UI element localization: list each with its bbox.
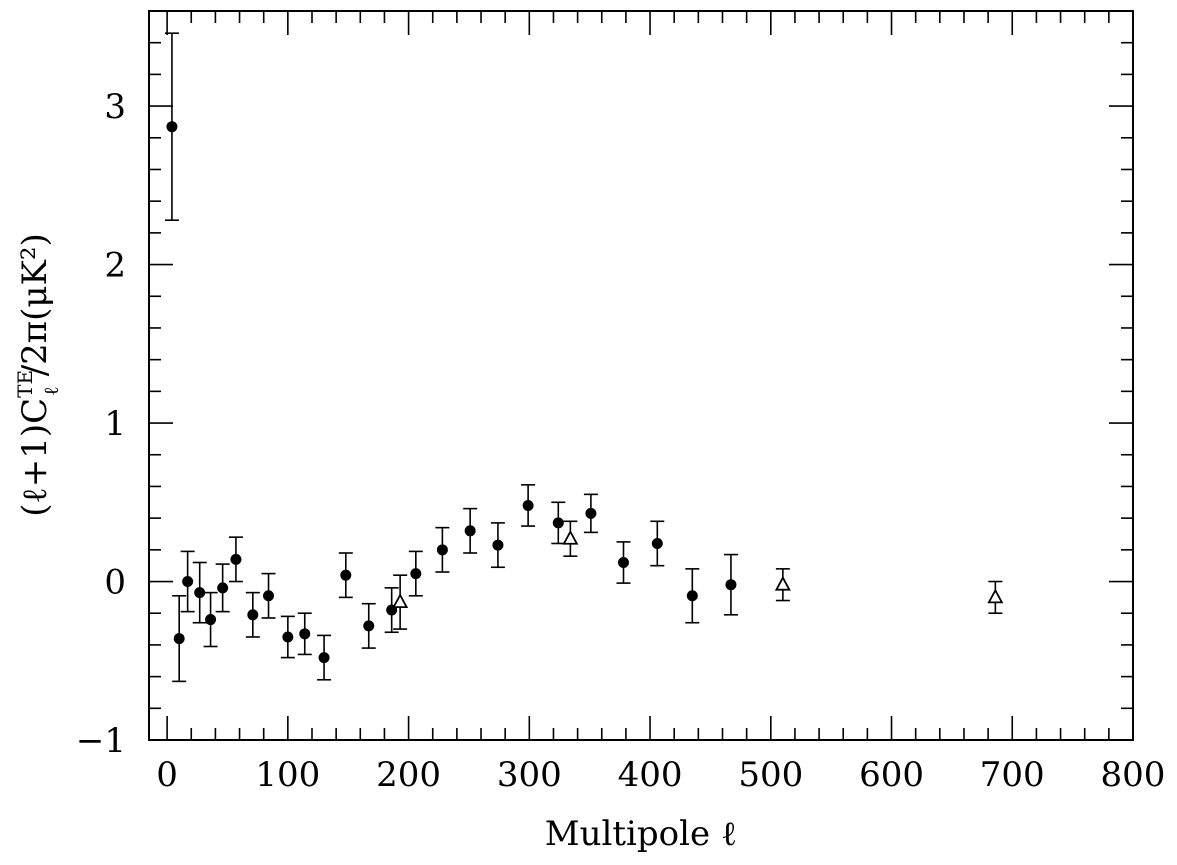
data-point [552, 517, 564, 529]
data-point [230, 553, 242, 565]
data-point [436, 544, 448, 556]
data-point [363, 620, 375, 632]
data-point [166, 121, 178, 133]
y-tick-label: 1 [104, 404, 126, 444]
x-tick-label: 800 [1101, 755, 1166, 795]
x-tick-label: 500 [738, 755, 803, 795]
y-axis-title: (ℓ+1)CTE ℓ/2π(μK²) [13, 233, 63, 517]
data-point [205, 614, 217, 626]
data-point [173, 633, 185, 645]
data-point [725, 579, 737, 591]
data-point [492, 539, 504, 551]
x-tick-label: 100 [255, 755, 320, 795]
data-point [522, 499, 534, 511]
data-point [410, 568, 422, 580]
x-tick-label: 600 [859, 755, 924, 795]
data-point [617, 557, 629, 569]
y-axis-title-sub: ℓ [39, 386, 63, 396]
y-tick-label: 2 [104, 246, 126, 286]
x-axis-title: Multipole ℓ [545, 814, 737, 854]
data-point [585, 507, 597, 519]
data-point [282, 631, 294, 643]
x-tick-label: 300 [497, 755, 562, 795]
y-axis-title-main: (ℓ+1)C [15, 398, 55, 517]
data-point [194, 587, 206, 599]
y-axis-title-sup: TE [13, 370, 37, 398]
data-point-triangle [392, 593, 409, 609]
x-tick-label: 400 [618, 755, 683, 795]
y-tick-labels: −1 0 1 2 3 [76, 87, 126, 761]
data-point [299, 628, 311, 640]
y-tick-label: −1 [76, 721, 126, 761]
data-point [318, 652, 330, 664]
x-tick-labels: 0 100 200 300 400 500 600 700 800 [156, 755, 1165, 795]
x-tick-label: 200 [376, 755, 441, 795]
data-point [464, 525, 476, 537]
x-tick-label: 0 [156, 755, 178, 795]
data-point [182, 576, 194, 588]
y-tick-label: 3 [104, 87, 126, 127]
data-points [166, 121, 1004, 664]
data-point [651, 537, 663, 549]
error-bars [164, 32, 1003, 683]
y-axis-title-units: /2π(μK²) [15, 233, 55, 376]
data-point [340, 569, 352, 581]
data-point [263, 590, 275, 602]
data-point [247, 609, 259, 621]
plot-frame [148, 10, 1134, 741]
axis-ticks [149, 10, 1134, 741]
data-point-triangle [987, 588, 1004, 604]
y-tick-label: 0 [104, 563, 126, 603]
x-tick-label: 700 [980, 755, 1045, 795]
data-point-triangle [774, 575, 791, 591]
data-point [686, 590, 698, 602]
data-point [217, 582, 229, 594]
data-point-triangle [562, 529, 579, 545]
